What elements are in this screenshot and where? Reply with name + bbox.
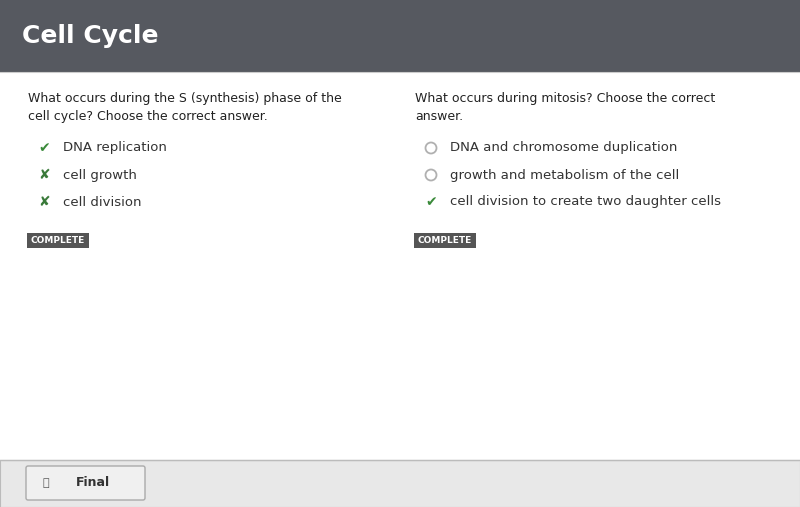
Text: ✘: ✘	[38, 195, 50, 209]
FancyBboxPatch shape	[27, 233, 89, 248]
FancyBboxPatch shape	[0, 460, 800, 507]
Text: 🔊: 🔊	[42, 478, 50, 488]
Text: cell division to create two daughter cells: cell division to create two daughter cel…	[450, 196, 721, 208]
Text: ✔: ✔	[425, 195, 437, 209]
Text: ✔: ✔	[38, 141, 50, 155]
Text: DNA and chromosome duplication: DNA and chromosome duplication	[450, 141, 678, 155]
Text: growth and metabolism of the cell: growth and metabolism of the cell	[450, 168, 679, 182]
Text: cell growth: cell growth	[63, 168, 137, 182]
Text: Cell Cycle: Cell Cycle	[22, 24, 158, 48]
Text: DNA replication: DNA replication	[63, 141, 167, 155]
Text: What occurs during mitosis? Choose the correct
answer.: What occurs during mitosis? Choose the c…	[415, 92, 715, 123]
FancyBboxPatch shape	[26, 466, 145, 500]
Text: Final: Final	[76, 477, 110, 489]
Text: cell division: cell division	[63, 196, 142, 208]
Text: What occurs during the S (synthesis) phase of the
cell cycle? Choose the correct: What occurs during the S (synthesis) pha…	[28, 92, 342, 123]
FancyBboxPatch shape	[0, 0, 800, 72]
Text: COMPLETE: COMPLETE	[418, 236, 472, 245]
Text: ✘: ✘	[38, 168, 50, 182]
Text: COMPLETE: COMPLETE	[31, 236, 85, 245]
FancyBboxPatch shape	[414, 233, 476, 248]
